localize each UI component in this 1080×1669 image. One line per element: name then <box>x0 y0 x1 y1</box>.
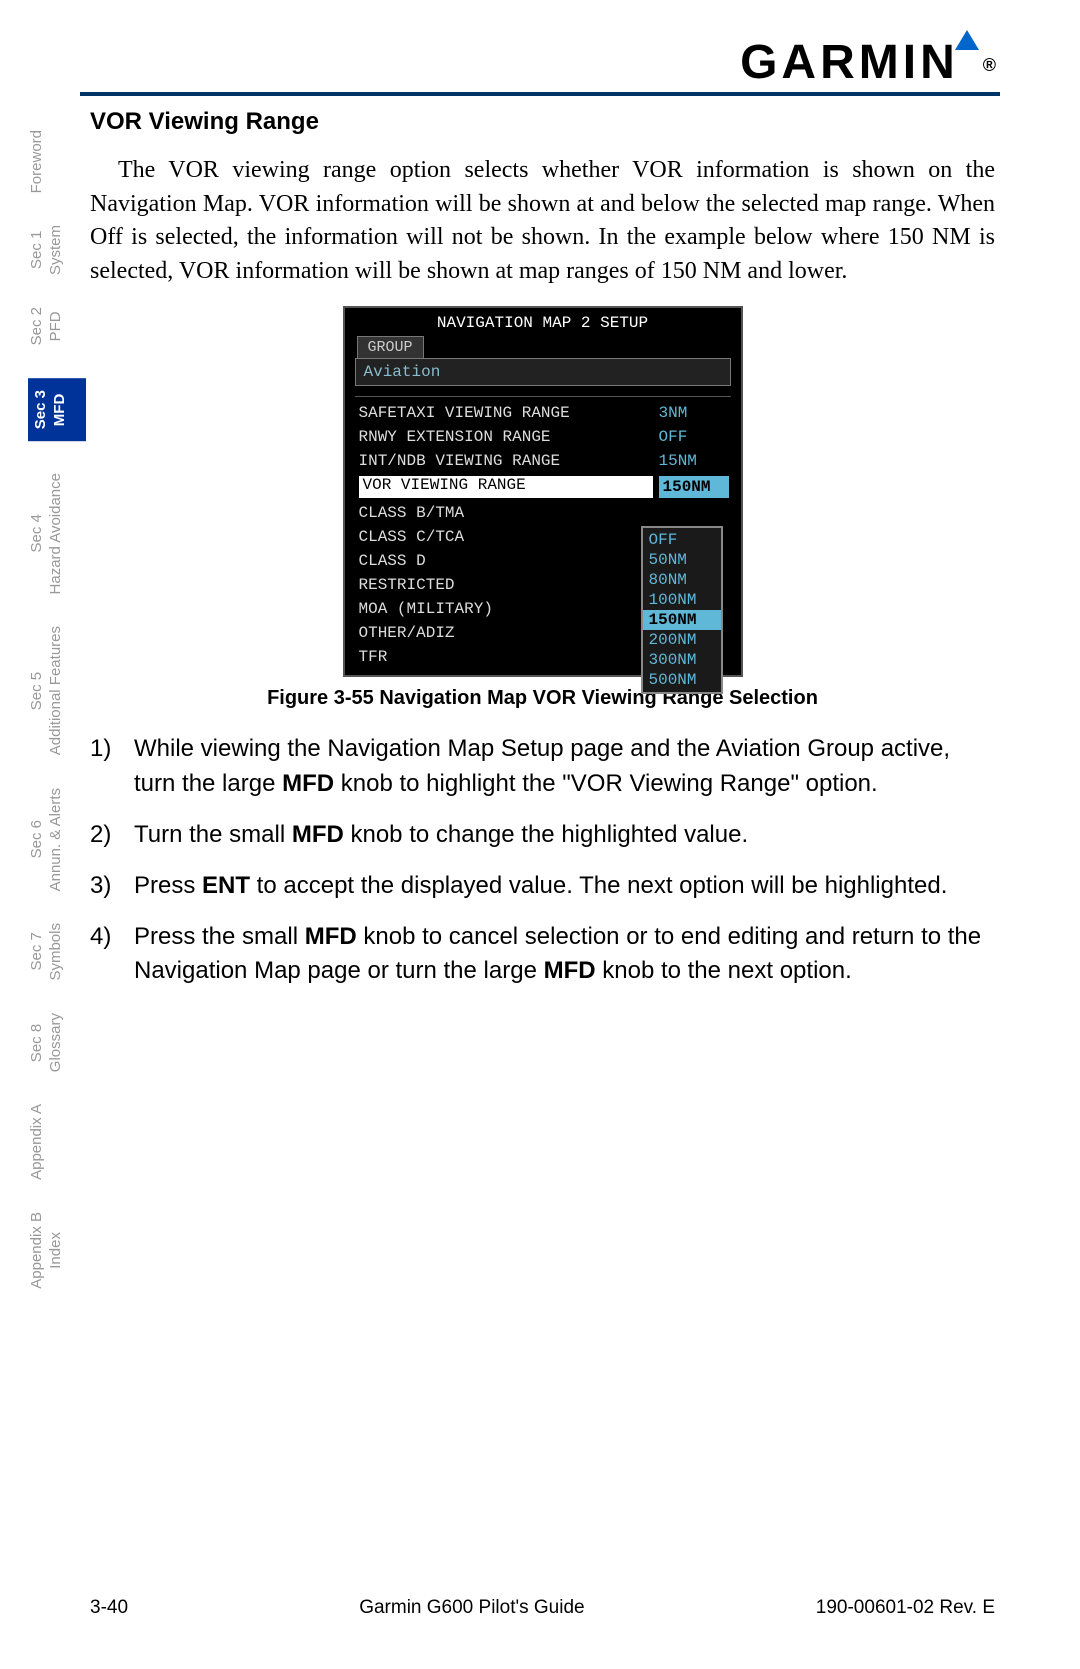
setting-row-3: VOR VIEWING RANGE 150NM <box>345 473 741 501</box>
tab-line1: Sec 2 <box>28 307 47 345</box>
step-text: Turn the small MFD knob to change the hi… <box>134 818 995 853</box>
dropdown-option-0: OFF <box>643 530 721 550</box>
tab-line2: Glossary <box>47 1013 66 1072</box>
setting-row-4: CLASS B/TMA <box>345 501 741 525</box>
tab-line1: Sec 4 <box>28 473 47 594</box>
step-text: While viewing the Navigation Map Setup p… <box>134 732 995 802</box>
setting-label: RESTRICTED <box>359 576 659 594</box>
step-2: 2)Turn the small MFD knob to change the … <box>90 818 995 853</box>
setting-label: OTHER/ADIZ <box>359 624 659 642</box>
tab-line2: Symbols <box>47 923 66 981</box>
dropdown-option-1: 50NM <box>643 550 721 570</box>
section-tab-6[interactable]: Sec 6Annun. & Alerts <box>28 788 86 891</box>
step-1: 1)While viewing the Navigation Map Setup… <box>90 732 995 802</box>
section-tabs-sidebar: Foreword Sec 1System Sec 2PFD Sec 3MFD Sec 4… <box>28 130 86 1320</box>
body-paragraph: The VOR viewing range option selects whe… <box>90 154 995 288</box>
step-number: 3) <box>90 869 134 904</box>
tab-line1: Appendix B <box>28 1212 47 1289</box>
section-tab-7[interactable]: Sec 7Symbols <box>28 923 86 981</box>
setting-label: INT/NDB VIEWING RANGE <box>359 452 659 470</box>
tab-line2: Foreword <box>28 130 47 193</box>
step-number: 1) <box>90 732 134 802</box>
setting-value: 3NM <box>659 404 729 422</box>
step-3: 3)Press ENT to accept the displayed valu… <box>90 869 995 904</box>
page-number: 3-40 <box>90 1597 128 1619</box>
section-tab-8[interactable]: Sec 8Glossary <box>28 1013 86 1072</box>
dropdown-option-3: 100NM <box>643 590 721 610</box>
document-title: Garmin G600 Pilot's Guide <box>359 1597 584 1619</box>
setting-row-0: SAFETAXI VIEWING RANGE3NM <box>345 401 741 425</box>
setting-row-1: RNWY EXTENSION RANGEOFF <box>345 425 741 449</box>
section-tab-3[interactable]: Sec 3MFD <box>28 378 86 441</box>
tab-line1: Sec 7 <box>28 923 47 981</box>
section-tab-2[interactable]: Sec 2PFD <box>28 307 86 345</box>
setting-label: VOR VIEWING RANGE <box>359 476 653 498</box>
section-tab-1[interactable]: Sec 1System <box>28 225 86 275</box>
tab-line1: Sec 8 <box>28 1013 47 1072</box>
tab-line2: MFD <box>51 390 70 429</box>
setting-label: CLASS C/TCA <box>359 528 659 546</box>
setting-row-2: INT/NDB VIEWING RANGE15NM <box>345 449 741 473</box>
step-4: 4)Press the small MFD knob to cancel sel… <box>90 920 995 990</box>
step-text: Press the small MFD knob to cancel selec… <box>134 920 995 990</box>
tab-line1: Sec 5 <box>28 626 47 755</box>
tab-line1: Sec 6 <box>28 788 47 891</box>
dropdown-option-6: 300NM <box>643 650 721 670</box>
setting-label: MOA (MILITARY) <box>359 600 659 618</box>
dropdown-option-2: 80NM <box>643 570 721 590</box>
step-number: 2) <box>90 818 134 853</box>
section-title: VOR Viewing Range <box>90 108 995 136</box>
document-revision: 190-00601-02 Rev. E <box>816 1597 995 1619</box>
tab-line2: Additional Features <box>47 626 66 755</box>
brand-text: GARMIN <box>740 36 959 89</box>
tab-line1: Sec 1 <box>28 225 47 275</box>
tab-line2: System <box>47 225 66 275</box>
header-rule <box>80 92 1000 96</box>
tab-line2: Index <box>47 1212 66 1289</box>
group-tab: GROUP <box>357 336 424 358</box>
section-tab-4[interactable]: Sec 4Hazard Avoidance <box>28 473 86 594</box>
figure-wrap: NAVIGATION MAP 2 SETUP GROUP Aviation SA… <box>90 306 995 710</box>
setting-value: OFF <box>659 428 729 446</box>
brand-triangle-icon <box>955 30 979 50</box>
section-tab-5[interactable]: Sec 5Additional Features <box>28 626 86 755</box>
dropdown-option-7: 500NM <box>643 670 721 690</box>
step-number: 4) <box>90 920 134 990</box>
setting-label: RNWY EXTENSION RANGE <box>359 428 659 446</box>
group-value: Aviation <box>355 358 731 386</box>
page-footer: 3-40 Garmin G600 Pilot's Guide 190-00601… <box>90 1597 995 1619</box>
setting-label: CLASS D <box>359 552 659 570</box>
brand-logo: GARMIN ® <box>740 35 1000 90</box>
tab-line2: Hazard Avoidance <box>47 473 66 594</box>
screenshot-title: NAVIGATION MAP 2 SETUP <box>345 308 741 336</box>
setting-label: SAFETAXI VIEWING RANGE <box>359 404 659 422</box>
dropdown-option-4: 150NM <box>643 610 721 630</box>
section-tab-9[interactable]: Appendix A <box>28 1104 86 1180</box>
page-content: VOR Viewing Range The VOR viewing range … <box>90 108 995 1005</box>
setting-label: TFR <box>359 648 659 666</box>
tab-line2: Annun. & Alerts <box>47 788 66 891</box>
nav-map-setup-screenshot: NAVIGATION MAP 2 SETUP GROUP Aviation SA… <box>343 306 743 677</box>
brand-registered: ® <box>983 55 1000 75</box>
setting-value <box>659 504 729 522</box>
step-text: Press ENT to accept the displayed value.… <box>134 869 995 904</box>
setting-label: CLASS B/TMA <box>359 504 659 522</box>
dropdown-option-5: 200NM <box>643 630 721 650</box>
screenshot-divider <box>355 396 731 397</box>
setting-value: 150NM <box>659 476 729 498</box>
section-tab-10[interactable]: Appendix BIndex <box>28 1212 86 1289</box>
steps-list: 1)While viewing the Navigation Map Setup… <box>90 732 995 989</box>
tab-line2: Appendix A <box>28 1104 47 1180</box>
tab-line2: PFD <box>47 307 66 345</box>
section-tab-0[interactable]: Foreword <box>28 130 86 193</box>
figure-caption: Figure 3-55 Navigation Map VOR Viewing R… <box>90 687 995 710</box>
tab-line1: Sec 3 <box>32 390 51 429</box>
range-dropdown: OFF50NM80NM100NM150NM200NM300NM500NM <box>641 526 723 694</box>
setting-value: 15NM <box>659 452 729 470</box>
